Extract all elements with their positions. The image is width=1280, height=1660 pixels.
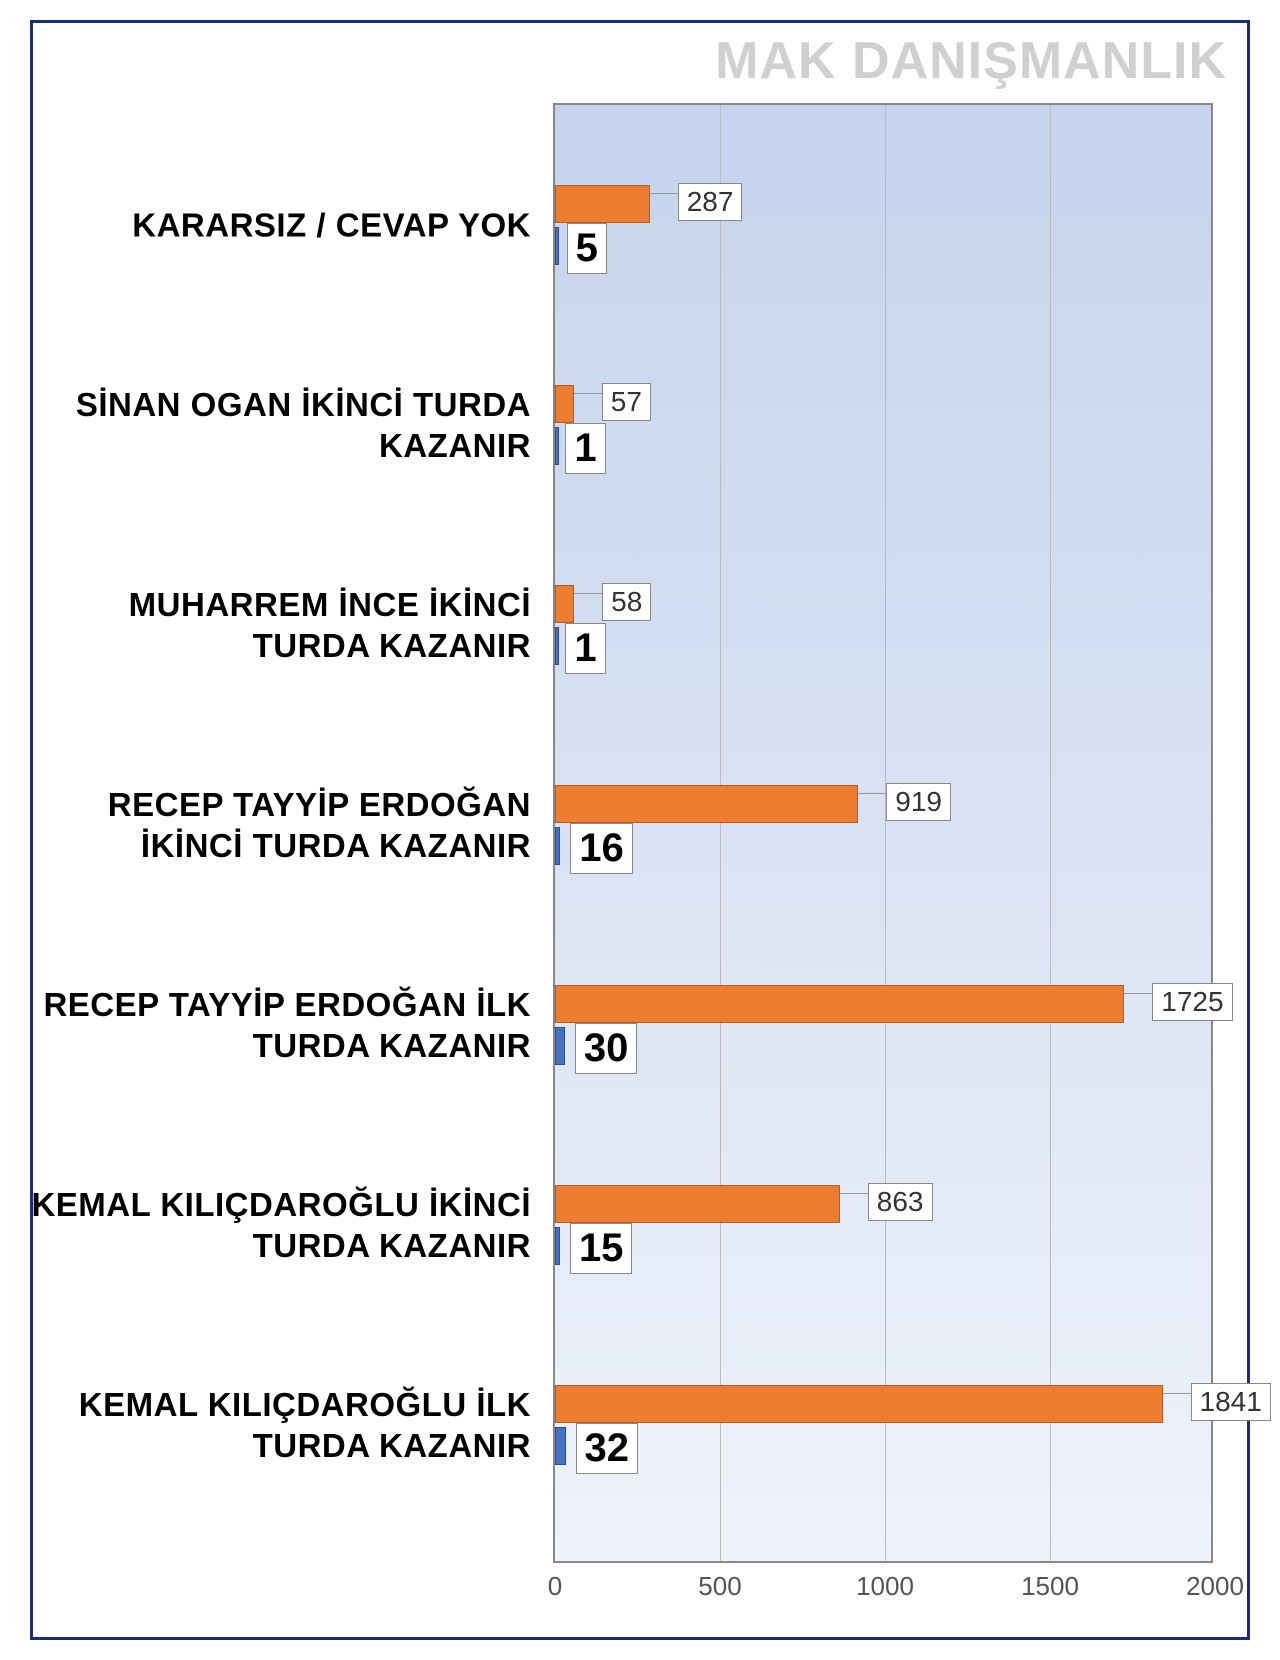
bar-blue [555,627,559,665]
category-label: SİNAN OGAN İKİNCİ TURDA KAZANIR [31,384,531,467]
chart-row: SİNAN OGAN İKİNCİ TURDA KAZANIR571 [555,325,1211,525]
category-label: RECEP TAYYİP ERDOĞAN İLK TURDA KAZANIR [31,984,531,1067]
value-label-orange: 287 [678,183,743,221]
value-label-blue: 1 [565,423,605,474]
value-label-orange: 57 [602,383,651,421]
x-tick-label: 1000 [856,1571,914,1602]
chart-row: MUHARREM İNCE İKİNCİ TURDA KAZANIR581 [555,525,1211,725]
bar-blue [555,227,559,265]
bar-blue [555,827,560,865]
bar-blue [555,1027,565,1065]
category-label: MUHARREM İNCE İKİNCİ TURDA KAZANIR [31,584,531,667]
leader-line [858,793,886,794]
bar-orange [555,1385,1163,1423]
x-tick-label: 1500 [1021,1571,1079,1602]
bar-blue [555,1227,560,1265]
x-tick-label: 0 [548,1571,562,1602]
chart-row: KARARSIZ / CEVAP YOK2875 [555,125,1211,325]
bar-orange [555,785,858,823]
bar-orange [555,585,574,623]
bar-orange [555,1185,840,1223]
bar-orange [555,985,1124,1023]
chart-row: KEMAL KILIÇDAROĞLU İLK TURDA KAZANIR1841… [555,1325,1211,1525]
chart-row: RECEP TAYYİP ERDOĞAN İKİNCİ TURDA KAZANI… [555,725,1211,925]
value-label-orange: 1725 [1152,983,1232,1021]
value-label-orange: 919 [886,783,951,821]
category-label: KEMAL KILIÇDAROĞLU İKİNCİ TURDA KAZANIR [31,1184,531,1267]
value-label-blue: 5 [567,223,607,274]
category-label: RECEP TAYYİP ERDOĞAN İKİNCİ TURDA KAZANI… [31,784,531,867]
value-label-blue: 15 [570,1223,633,1274]
chart-row: RECEP TAYYİP ERDOĞAN İLK TURDA KAZANIR17… [555,925,1211,1125]
leader-line [574,593,602,594]
bar-orange [555,385,574,423]
value-label-orange: 863 [868,1183,933,1221]
brand-title: MAK DANIŞMANLIK [715,31,1227,91]
outer-frame: MAK DANIŞMANLIK 0 500 1000 1500 2000 KARARSI… [30,20,1250,1640]
leader-line [1163,1393,1191,1394]
bar-blue [555,1427,566,1465]
value-label-blue: 30 [575,1023,638,1074]
value-label-orange: 58 [602,583,651,621]
chart-row: KEMAL KILIÇDAROĞLU İKİNCİ TURDA KAZANIR8… [555,1125,1211,1325]
x-tick-label: 2000 [1186,1571,1244,1602]
plot-area: 0500100015002000 KARARSIZ / CEVAP YOK287… [553,103,1213,1563]
value-label-blue: 32 [576,1423,639,1474]
x-tick-label: 500 [698,1571,741,1602]
value-label-blue: 1 [565,623,605,674]
value-label-blue: 16 [570,823,633,874]
bar-orange [555,185,650,223]
leader-line [574,393,602,394]
category-label: KEMAL KILIÇDAROĞLU İLK TURDA KAZANIR [31,1384,531,1467]
leader-line [840,1193,868,1194]
category-label: KARARSIZ / CEVAP YOK [31,204,531,245]
leader-line [1124,993,1152,994]
bar-blue [555,427,559,465]
leader-line [650,193,678,194]
value-label-orange: 1841 [1191,1383,1271,1421]
